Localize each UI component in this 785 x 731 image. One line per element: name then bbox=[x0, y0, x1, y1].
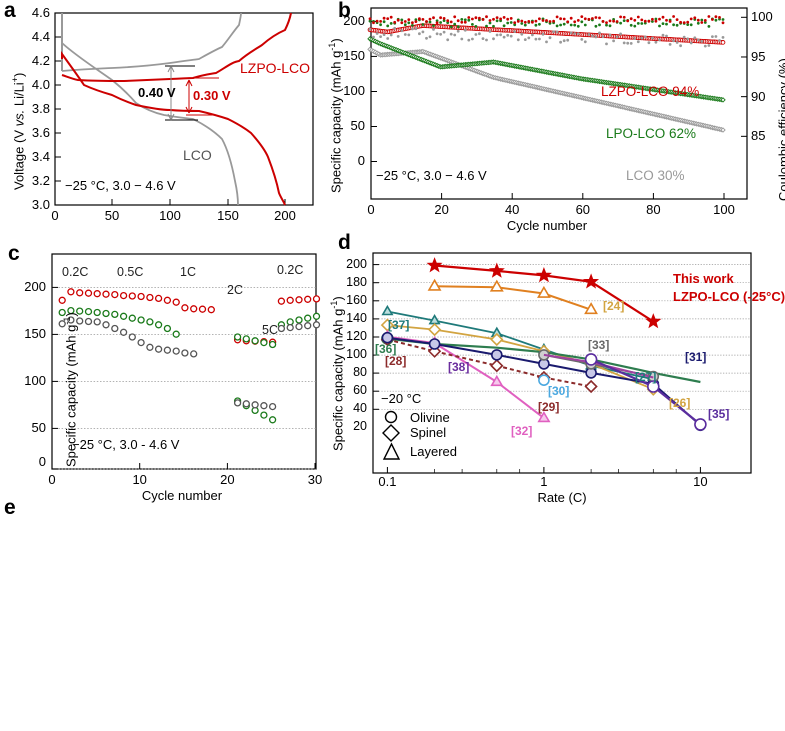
svg-text:0: 0 bbox=[367, 202, 374, 217]
svg-text:80: 80 bbox=[646, 202, 660, 217]
svg-text:10: 10 bbox=[693, 474, 707, 489]
svg-text:20: 20 bbox=[220, 472, 234, 487]
svg-text:0: 0 bbox=[51, 208, 58, 223]
svg-text:This work: This work bbox=[673, 271, 734, 286]
svg-text:100: 100 bbox=[343, 83, 365, 98]
svg-text:4.2: 4.2 bbox=[32, 53, 50, 68]
svg-text:Cycle number: Cycle number bbox=[507, 218, 588, 233]
svg-text:3.4: 3.4 bbox=[32, 149, 50, 164]
svg-text:[24]: [24] bbox=[603, 299, 624, 313]
svg-text:100: 100 bbox=[751, 9, 773, 24]
svg-text:−20 °C: −20 °C bbox=[381, 391, 421, 406]
svg-text:1: 1 bbox=[540, 474, 547, 489]
svg-text:LCO: LCO bbox=[183, 147, 212, 163]
svg-text:150: 150 bbox=[24, 326, 46, 341]
svg-text:[32]: [32] bbox=[511, 424, 532, 438]
svg-text:[27]: [27] bbox=[635, 370, 656, 384]
svg-text:150: 150 bbox=[217, 208, 239, 223]
svg-text:Spinel: Spinel bbox=[410, 425, 446, 440]
svg-text:20: 20 bbox=[434, 202, 448, 217]
svg-text:80: 80 bbox=[353, 365, 367, 379]
svg-text:[26]: [26] bbox=[669, 396, 690, 410]
svg-text:30: 30 bbox=[308, 472, 322, 487]
svg-text:[28]: [28] bbox=[385, 354, 406, 368]
svg-text:1C: 1C bbox=[180, 265, 196, 279]
svg-text:100: 100 bbox=[159, 208, 181, 223]
svg-text:60: 60 bbox=[576, 202, 590, 217]
svg-text:Rate (C): Rate (C) bbox=[537, 490, 586, 505]
svg-text:95: 95 bbox=[751, 49, 765, 64]
svg-text:−25 °C, 3.0 − 4.6 V: −25 °C, 3.0 − 4.6 V bbox=[65, 178, 176, 193]
svg-text:10: 10 bbox=[132, 472, 146, 487]
svg-text:120: 120 bbox=[346, 329, 367, 343]
svg-text:100: 100 bbox=[24, 373, 46, 388]
svg-text:0: 0 bbox=[39, 454, 46, 469]
svg-text:180: 180 bbox=[346, 275, 367, 289]
svg-text:4.0: 4.0 bbox=[32, 77, 50, 92]
svg-text:3.0: 3.0 bbox=[32, 197, 50, 212]
svg-text:60: 60 bbox=[353, 383, 367, 397]
svg-text:[38]: [38] bbox=[448, 360, 469, 374]
svg-text:0.2C: 0.2C bbox=[62, 265, 88, 279]
svg-text:LZPO-LCO: LZPO-LCO bbox=[240, 60, 310, 76]
svg-text:4.4: 4.4 bbox=[32, 29, 50, 44]
svg-text:5C: 5C bbox=[262, 323, 278, 337]
svg-text:40: 40 bbox=[353, 401, 367, 415]
svg-text:LCO 30%: LCO 30% bbox=[626, 168, 685, 183]
svg-text:200: 200 bbox=[343, 13, 365, 28]
svg-text:160: 160 bbox=[346, 293, 367, 307]
svg-text:50: 50 bbox=[32, 420, 46, 435]
svg-text:50: 50 bbox=[105, 208, 119, 223]
svg-text:0.40 V: 0.40 V bbox=[138, 85, 176, 100]
svg-text:200: 200 bbox=[346, 257, 367, 271]
svg-text:LZPO-LCO 94%: LZPO-LCO 94% bbox=[601, 84, 699, 99]
svg-text:3.8: 3.8 bbox=[32, 101, 50, 116]
svg-text:140: 140 bbox=[346, 311, 367, 325]
svg-text:200: 200 bbox=[274, 208, 296, 223]
svg-text:Cycle number: Cycle number bbox=[142, 488, 223, 503]
svg-text:40: 40 bbox=[505, 202, 519, 217]
svg-text:−25 °C, 3.0 - 4.6 V: −25 °C, 3.0 - 4.6 V bbox=[72, 437, 180, 452]
svg-text:Olivine: Olivine bbox=[410, 410, 450, 425]
svg-text:100: 100 bbox=[346, 347, 367, 361]
svg-text:150: 150 bbox=[343, 48, 365, 63]
svg-text:[37]: [37] bbox=[388, 318, 409, 332]
svg-text:0.30 V: 0.30 V bbox=[193, 88, 231, 103]
svg-text:−25 °C, 3.0 − 4.6 V: −25 °C, 3.0 − 4.6 V bbox=[376, 168, 487, 183]
svg-text:Capacity (mAh g: Capacity (mAh g bbox=[136, 224, 232, 225]
svg-text:LZPO-LCO (-25°C): LZPO-LCO (-25°C) bbox=[673, 289, 785, 304]
svg-text:[33]: [33] bbox=[588, 338, 609, 352]
svg-text:0: 0 bbox=[48, 472, 55, 487]
svg-text:0.2C: 0.2C bbox=[277, 263, 303, 277]
svg-text:[35]: [35] bbox=[708, 407, 729, 421]
svg-text:20: 20 bbox=[353, 419, 367, 433]
svg-text:4.6: 4.6 bbox=[32, 5, 50, 20]
svg-text:3.6: 3.6 bbox=[32, 125, 50, 140]
svg-text:[29]: [29] bbox=[538, 400, 559, 414]
svg-text:3.2: 3.2 bbox=[32, 173, 50, 188]
svg-text:50: 50 bbox=[351, 118, 365, 133]
svg-text:LPO-LCO 62%: LPO-LCO 62% bbox=[606, 126, 696, 141]
svg-text:0: 0 bbox=[358, 153, 365, 168]
svg-text:85: 85 bbox=[751, 128, 765, 143]
svg-text:100: 100 bbox=[713, 202, 735, 217]
svg-text:90: 90 bbox=[751, 89, 765, 104]
svg-text:0.1: 0.1 bbox=[378, 474, 396, 489]
svg-text:Layered: Layered bbox=[410, 444, 457, 459]
svg-text:2C: 2C bbox=[227, 283, 243, 297]
svg-text:[31]: [31] bbox=[685, 350, 706, 364]
svg-text:0.5C: 0.5C bbox=[117, 265, 143, 279]
svg-text:200: 200 bbox=[24, 279, 46, 294]
svg-text:[30]: [30] bbox=[548, 384, 569, 398]
